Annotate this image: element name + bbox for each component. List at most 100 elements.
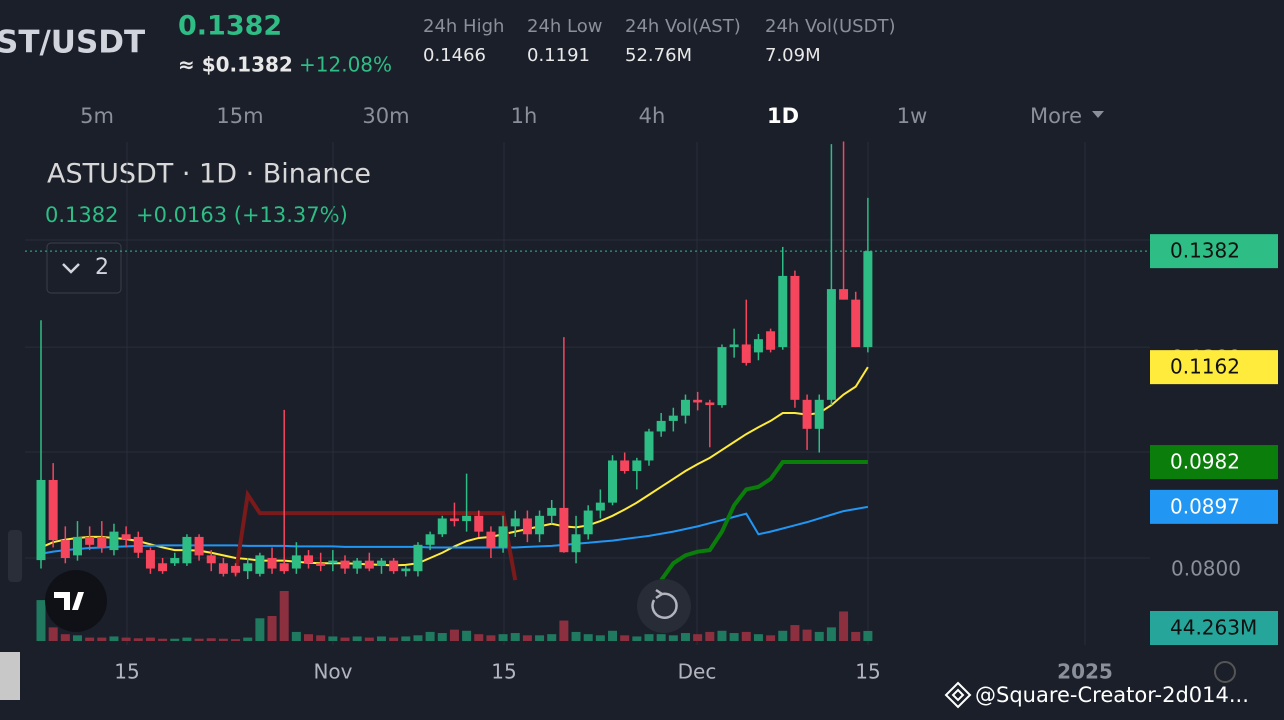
volume-bar [802, 629, 812, 641]
volume-bar [36, 600, 46, 641]
candle-body [656, 420, 666, 432]
volume-bar [474, 634, 484, 641]
volume-bar [778, 630, 788, 641]
candle-body [510, 518, 520, 527]
volume-bar [498, 634, 508, 641]
timeframe-tab[interactable]: 1h [511, 104, 538, 128]
candle-body [753, 339, 763, 353]
timeframe-tab[interactable]: 15m [216, 104, 263, 128]
volume-bar [766, 635, 776, 641]
timeframe-tab[interactable]: 5m [80, 104, 114, 128]
candle-body [389, 560, 399, 572]
volume-bar [425, 631, 435, 641]
timeframe-tab[interactable]: 4h [639, 104, 666, 128]
volume-bar [705, 631, 715, 641]
indicator-toggle[interactable] [46, 242, 122, 294]
volume-bar [72, 635, 82, 641]
candle-body [72, 536, 82, 556]
candle-body [328, 560, 338, 564]
candle-body [145, 550, 155, 569]
candle-body [705, 402, 715, 406]
candle-body [218, 563, 228, 574]
candle-body [170, 558, 180, 564]
candle-body [741, 344, 751, 363]
volume-bar [644, 634, 654, 641]
candle-body [644, 431, 654, 461]
x-tick-label: Nov [313, 660, 352, 684]
candle-body [109, 531, 119, 551]
x-tick-label: Dec [678, 660, 717, 684]
usd-price: ≈ $0.1382 [178, 53, 293, 77]
candle-body [547, 507, 557, 516]
volume-bar [680, 633, 690, 641]
volume-bar [437, 633, 447, 641]
last-price-badge-bg [1150, 234, 1278, 269]
candle-body [36, 479, 46, 561]
timeframe-tab[interactable]: More [1030, 104, 1082, 128]
candle-body [449, 518, 459, 522]
volume-bar [328, 636, 338, 641]
volume-bar [413, 635, 423, 641]
legend-close: 0.1382 [45, 203, 118, 227]
timeframe-tab[interactable]: 1D [767, 104, 799, 128]
timeframe-tab[interactable]: 1w [897, 104, 928, 128]
x-tick-label: 15 [114, 660, 139, 684]
candle-body [766, 331, 776, 350]
volume-bar [826, 627, 836, 641]
volume-bar [462, 630, 472, 641]
stat-value: 52.76M [625, 45, 692, 66]
volume-bar [753, 634, 763, 641]
settings-icon[interactable] [1214, 661, 1236, 683]
stat-label: 24h Low [527, 16, 602, 37]
candle-body [729, 344, 739, 348]
candle-body [291, 555, 301, 569]
volume-badge: 44.263M [1170, 616, 1257, 640]
grid [25, 142, 1150, 645]
reset-button[interactable] [637, 579, 691, 633]
volume-bar [449, 629, 459, 641]
volume-bar [547, 634, 557, 641]
volume-bar [376, 636, 386, 641]
volume-bar [304, 634, 314, 641]
candle-body [243, 563, 253, 572]
volume-bar [170, 638, 180, 641]
ma-badge: 0.0897 [1170, 494, 1240, 518]
volume-bar [790, 625, 800, 641]
volume-bar [486, 635, 496, 641]
candle-body [583, 510, 593, 535]
candle-body [304, 555, 314, 564]
pair: ST/USDT [0, 25, 145, 61]
side-tab[interactable] [8, 530, 22, 582]
x-tick-label: 15 [491, 660, 516, 684]
candle-body [693, 399, 703, 403]
candle-body [620, 460, 630, 472]
timeframe-tab[interactable]: 30m [362, 104, 409, 128]
stat-value: 7.09M [765, 45, 821, 66]
candle-body [425, 534, 435, 545]
legend-change: +0.0163 (+13.37%) [136, 203, 348, 227]
watermark: @Square-Creator-2d014... [975, 683, 1249, 707]
candle-body [826, 289, 836, 400]
candle-body [595, 502, 605, 511]
volume-bar [389, 637, 399, 641]
indicator-count: 2 [95, 255, 109, 280]
candle-body [97, 536, 107, 548]
volume-bar [364, 637, 374, 641]
candle-body [231, 565, 241, 573]
candle-body [863, 251, 873, 348]
candle-body [462, 515, 472, 522]
volume-bar [121, 637, 131, 641]
volume-bar [608, 630, 618, 641]
candle-body [85, 536, 95, 545]
volume-bar [279, 591, 289, 641]
candle-body [522, 518, 532, 535]
volume-bar [851, 631, 861, 641]
reset-icon [651, 588, 678, 619]
volume-bar [182, 637, 192, 641]
candle-body [121, 534, 131, 540]
stat-label: 24h High [423, 16, 504, 37]
candle-body [340, 560, 350, 569]
volume-bar [291, 631, 301, 641]
volume-bar [60, 634, 70, 641]
candle-body [158, 563, 168, 572]
